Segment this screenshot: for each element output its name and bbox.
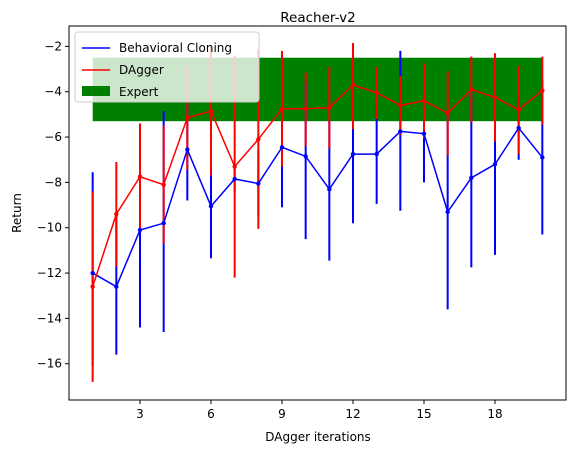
data-point-behavioral-cloning <box>256 181 261 186</box>
data-point-dagger <box>256 137 261 142</box>
legend-label-behavioral-cloning: Behavioral Cloning <box>119 41 232 55</box>
data-point-dagger <box>540 88 545 93</box>
data-point-behavioral-cloning <box>469 175 474 181</box>
data-point-behavioral-cloning <box>185 147 190 152</box>
data-point-behavioral-cloning <box>279 145 285 150</box>
data-point-dagger <box>232 164 237 169</box>
data-point-behavioral-cloning <box>137 227 143 233</box>
x-axis-label: DAgger iterations <box>265 430 371 444</box>
y-tick-label: −12 <box>37 266 62 280</box>
data-point-dagger <box>350 82 356 88</box>
x-tick-label: 3 <box>136 407 144 421</box>
data-point-behavioral-cloning <box>161 221 166 226</box>
data-point-dagger <box>516 107 521 113</box>
data-point-behavioral-cloning <box>398 129 403 134</box>
y-tick-label: −4 <box>44 85 62 99</box>
data-point-dagger <box>421 98 427 104</box>
chart-title: Reacher-v2 <box>280 10 355 26</box>
y-axis-label: Return <box>10 193 24 233</box>
data-point-behavioral-cloning <box>540 155 545 160</box>
data-point-dagger <box>469 87 474 92</box>
x-tick-label: 18 <box>487 407 502 421</box>
series-points-layer <box>90 82 545 289</box>
y-tick-label: −14 <box>37 311 62 325</box>
legend-swatch-expert <box>82 86 110 96</box>
legend-label-dagger: DAgger <box>119 63 164 77</box>
x-tick-label: 9 <box>278 407 286 421</box>
data-point-behavioral-cloning <box>374 151 379 157</box>
data-point-dagger <box>327 105 332 110</box>
data-point-dagger <box>374 90 379 96</box>
data-point-behavioral-cloning <box>90 270 95 276</box>
legend-label-expert: Expert <box>119 85 159 99</box>
data-point-behavioral-cloning <box>445 209 450 215</box>
x-axis: 3 6 9 12 15 18 <box>136 400 503 421</box>
x-tick-label: 12 <box>345 407 360 421</box>
data-point-dagger <box>208 108 214 114</box>
plot-frame <box>68 25 567 401</box>
y-axis: −16 −14 −12 −10 −8 −6 −4 −2 <box>37 39 69 371</box>
data-point-behavioral-cloning <box>114 284 119 289</box>
y-tick-label: −16 <box>37 357 62 371</box>
y-tick-label: −6 <box>44 130 62 144</box>
data-point-behavioral-cloning <box>208 204 214 209</box>
data-point-dagger <box>445 111 450 116</box>
data-point-behavioral-cloning <box>492 162 498 167</box>
series-line-behavioral-cloning <box>92 126 543 288</box>
series-line-dagger <box>91 84 543 287</box>
data-point-behavioral-cloning <box>350 151 356 157</box>
data-point-behavioral-cloning <box>303 154 308 159</box>
series-lines-layer <box>91 84 543 288</box>
legend: Behavioral Cloning DAgger Expert <box>74 31 260 103</box>
y-tick-label: −8 <box>44 175 62 189</box>
data-point-dagger <box>137 174 143 179</box>
y-tick-label: −2 <box>44 39 62 53</box>
data-point-behavioral-cloning <box>327 187 332 192</box>
data-point-dagger <box>279 106 285 111</box>
data-point-behavioral-cloning <box>516 125 521 131</box>
data-point-dagger <box>161 182 166 187</box>
data-point-dagger <box>492 95 498 100</box>
x-tick-label: 15 <box>416 407 431 421</box>
x-tick-label: 6 <box>207 407 215 421</box>
data-point-dagger <box>185 115 190 121</box>
data-point-dagger <box>398 103 403 108</box>
data-point-behavioral-cloning <box>421 131 427 136</box>
data-point-dagger <box>90 284 95 289</box>
y-tick-label: −10 <box>37 221 62 235</box>
data-point-dagger <box>303 106 308 111</box>
legend-frame <box>74 31 260 103</box>
data-point-dagger <box>114 211 119 217</box>
data-point-behavioral-cloning <box>232 176 237 182</box>
